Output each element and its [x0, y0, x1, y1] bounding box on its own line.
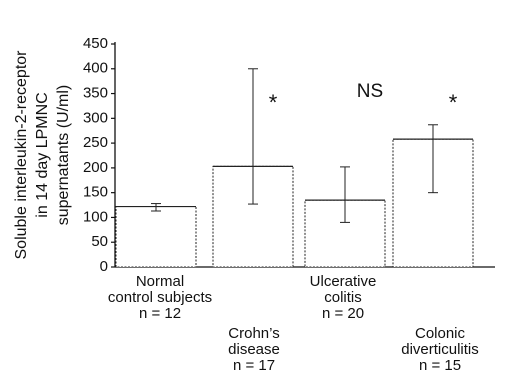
category-label-line: Ulcerative — [309, 273, 377, 290]
y-tick-label: 0 — [100, 258, 108, 275]
y-tick-label: 50 — [91, 233, 108, 250]
bars — [115, 138, 474, 268]
category-label-line: n = 17 — [232, 357, 276, 374]
bar — [115, 206, 197, 268]
category-label-line: diverticulitis — [401, 341, 479, 358]
y-axis-ticks: 0 50 100 150 200 250 300 350 400 450 — [83, 35, 115, 275]
category-label-line: Colonic — [414, 325, 466, 342]
error-bars — [151, 68, 438, 223]
y-axis-label-line: Soluble interleukin-2-receptor — [13, 50, 30, 260]
y-tick-label: 150 — [83, 184, 108, 201]
y-tick-label: 400 — [83, 60, 108, 77]
category-label-line: control subjects — [107, 289, 213, 306]
category-label-line: colitis — [324, 289, 362, 306]
category-label-line: Crohn’s — [228, 325, 280, 342]
category-label: Crohn’s disease n = 17 — [179, 326, 329, 374]
category-label: Ulcerative colitis n = 20 — [268, 274, 418, 322]
y-axis-label: Soluble interleukin-2-receptor in 14 day … — [13, 50, 72, 260]
category-label-line: n = 20 — [321, 305, 365, 322]
y-tick-label: 200 — [83, 159, 108, 176]
y-tick-label: 350 — [83, 85, 108, 102]
y-axis-label-line: in 14 day LPMNC — [34, 92, 51, 217]
category-label-line: n = 15 — [418, 357, 462, 374]
significance-marker: * — [269, 90, 278, 115]
y-tick-label: 100 — [83, 208, 108, 225]
category-label-line: Normal — [135, 273, 185, 290]
ns-label: NS — [357, 81, 383, 102]
y-axis-label-line: supernatants (U/ml) — [55, 85, 72, 226]
y-tick-label: 300 — [83, 109, 108, 126]
category-label-line: disease — [228, 341, 280, 358]
annotations: * NS * — [269, 81, 458, 115]
y-tick-label: 250 — [83, 134, 108, 151]
category-label-line: n = 12 — [138, 305, 182, 322]
category-label: Colonic diverticulitis n = 15 — [365, 326, 513, 374]
y-tick-label: 450 — [83, 35, 108, 52]
significance-marker: * — [449, 90, 458, 115]
category-label: Normal control subjects n = 12 — [85, 274, 235, 322]
